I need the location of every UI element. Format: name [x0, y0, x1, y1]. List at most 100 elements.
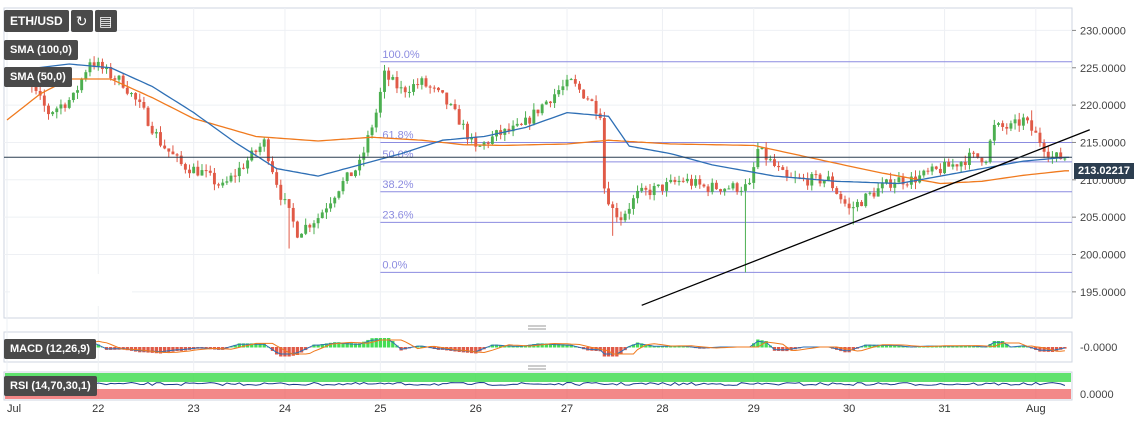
macd-bar [681, 345, 685, 348]
macd-bar [366, 339, 370, 348]
candle-body [540, 104, 544, 114]
macd-bar [254, 343, 258, 348]
candle-body [374, 112, 378, 128]
candle-body [453, 104, 457, 110]
macd-bar [457, 347, 461, 352]
rsi-line [6, 381, 1066, 386]
macd-bar [391, 341, 395, 348]
candle-body [457, 109, 461, 125]
candle-body [1009, 123, 1013, 129]
candle-body [955, 164, 959, 167]
candle-body [134, 93, 138, 100]
macd-bar [179, 347, 183, 352]
candle-body [681, 180, 685, 182]
candle-body [121, 75, 125, 88]
candle-body [532, 109, 536, 124]
candle-body [943, 161, 946, 174]
macd-bar [1000, 341, 1005, 348]
macd-bar [640, 343, 644, 348]
candle-body [880, 183, 884, 189]
candle-body [992, 124, 996, 141]
candle-body [934, 166, 938, 169]
candle-body [329, 203, 333, 209]
macd-bar [150, 347, 154, 353]
candle-body [130, 93, 133, 95]
candle-body [876, 188, 880, 197]
macd-bar [478, 347, 482, 352]
macd-bar [154, 347, 159, 354]
macd-bar [142, 347, 146, 353]
candle-body [706, 186, 710, 192]
candle-body [640, 187, 644, 191]
candle-body [528, 117, 532, 124]
macd-bar [283, 347, 287, 357]
candle-body [806, 178, 810, 186]
candle-body [544, 101, 548, 105]
candle-body [486, 142, 490, 144]
candle-body [959, 161, 963, 167]
candle-body [685, 178, 689, 182]
macd-bar [756, 339, 760, 348]
macd-bar [789, 347, 793, 351]
sma50-label[interactable]: SMA (50,0) [4, 67, 72, 87]
candle-body [320, 212, 324, 219]
macd-bar [785, 347, 789, 352]
macd-bar [851, 347, 855, 351]
macd-bar [590, 347, 594, 351]
macd-bar [416, 345, 420, 348]
macd-label[interactable]: MACD (12,26,9) [4, 339, 97, 359]
macd-bar [337, 342, 341, 348]
candle-body [1038, 132, 1042, 144]
macd-bar [345, 342, 349, 348]
candle-body [922, 170, 926, 176]
candle-body [843, 199, 847, 204]
macd-bar [461, 347, 465, 353]
candle-body [673, 179, 677, 183]
refresh-icon[interactable]: ↻ [70, 10, 93, 32]
candle-body [731, 183, 735, 189]
macd-bar [465, 347, 470, 353]
macd-bar [594, 347, 598, 351]
candle-body [814, 174, 818, 176]
candle-body [441, 90, 445, 93]
macd-bar [146, 347, 150, 353]
candlestick-type-icon[interactable]: ▤ [94, 10, 117, 32]
y-tick-label: 205.0000 [1080, 212, 1126, 224]
macd-bar [839, 347, 843, 352]
candle-body [690, 178, 693, 186]
macd-bar [1042, 347, 1046, 352]
candle-body [304, 224, 308, 234]
candle-body [333, 197, 337, 204]
candle-body [972, 152, 976, 154]
candle-body [1026, 117, 1029, 121]
sma100-label[interactable]: SMA (100,0) [4, 40, 78, 60]
x-tick-label: 30 [843, 403, 855, 415]
symbol-selector[interactable]: ETH/USD [4, 10, 69, 32]
candle-body [926, 170, 930, 172]
candle-body [349, 172, 353, 177]
macd-bar [474, 347, 478, 354]
candle-body [337, 191, 341, 198]
macd-bar [901, 346, 905, 348]
rsi-label[interactable]: RSI (14,70,30,1) [4, 376, 97, 396]
candle-body [461, 123, 465, 125]
macd-bar [299, 347, 304, 353]
macd-bar [469, 347, 474, 354]
macd-bar [96, 344, 100, 348]
candle-body [113, 78, 117, 80]
macd-bar [453, 347, 457, 352]
macd-bar [499, 344, 503, 348]
macd-bar [561, 344, 565, 348]
candle-body [665, 182, 669, 191]
candle-body [478, 145, 482, 147]
support-trendline [641, 129, 1090, 306]
candle-body [196, 166, 200, 176]
macd-bar [258, 343, 262, 348]
y-tick-label: 195.0000 [1080, 287, 1126, 299]
macd-bar [349, 343, 353, 348]
candle-body [183, 164, 187, 170]
macd-bar [988, 344, 992, 348]
candle-body [242, 167, 245, 169]
candle-body [698, 179, 702, 185]
macd-bar [250, 343, 254, 348]
